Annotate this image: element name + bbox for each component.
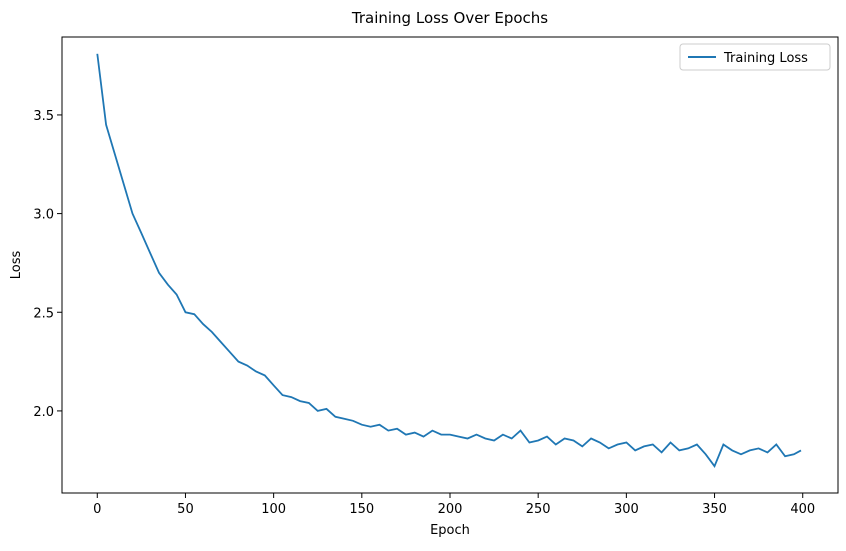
x-tick-label: 200 — [438, 502, 463, 517]
legend: Training Loss — [679, 43, 831, 71]
x-tick-label: 300 — [614, 502, 639, 517]
y-axis-label: Loss — [9, 251, 24, 280]
x-tick-label: 100 — [261, 502, 286, 517]
y-tick-label: 3.0 — [33, 208, 54, 223]
y-tick-label: 2.0 — [33, 405, 54, 420]
legend-label: Training Loss — [723, 51, 808, 66]
chart-title: Training Loss Over Epochs — [351, 9, 548, 27]
x-tick-label: 250 — [526, 502, 551, 517]
x-tick-label: 400 — [790, 502, 815, 517]
x-tick-label: 50 — [177, 502, 194, 517]
legend-box — [679, 43, 831, 71]
y-tick-label: 2.5 — [33, 306, 54, 321]
line-series — [96, 53, 802, 469]
y-tick-label: 3.5 — [33, 109, 54, 124]
x-tick-label: 0 — [93, 502, 101, 517]
plot-frame — [61, 36, 839, 494]
x-tick-label: 350 — [702, 502, 727, 517]
x-axis-label: Epoch — [430, 523, 470, 538]
x-tick-label: 150 — [349, 502, 374, 517]
